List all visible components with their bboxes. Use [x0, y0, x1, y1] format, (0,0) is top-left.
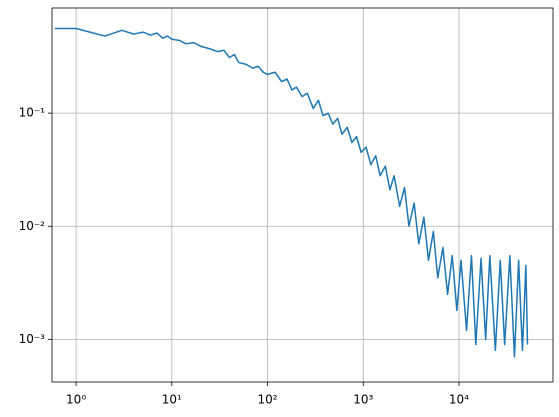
y-tick-label: 10⁻¹ [19, 106, 46, 120]
x-tick-label: 10³ [353, 393, 373, 407]
x-tick-label: 10¹ [162, 393, 182, 407]
y-tick-label: 10⁻³ [19, 332, 46, 346]
plot-frame [51, 7, 554, 383]
x-tick-label: 10⁰ [66, 393, 86, 407]
plot [54, 27, 529, 358]
y-tick-label: 10⁻² [19, 219, 46, 233]
x-tick-label: 10⁴ [449, 393, 469, 407]
x-tick-label: 10² [257, 393, 277, 407]
data-line [54, 27, 529, 358]
grid [52, 8, 553, 382]
